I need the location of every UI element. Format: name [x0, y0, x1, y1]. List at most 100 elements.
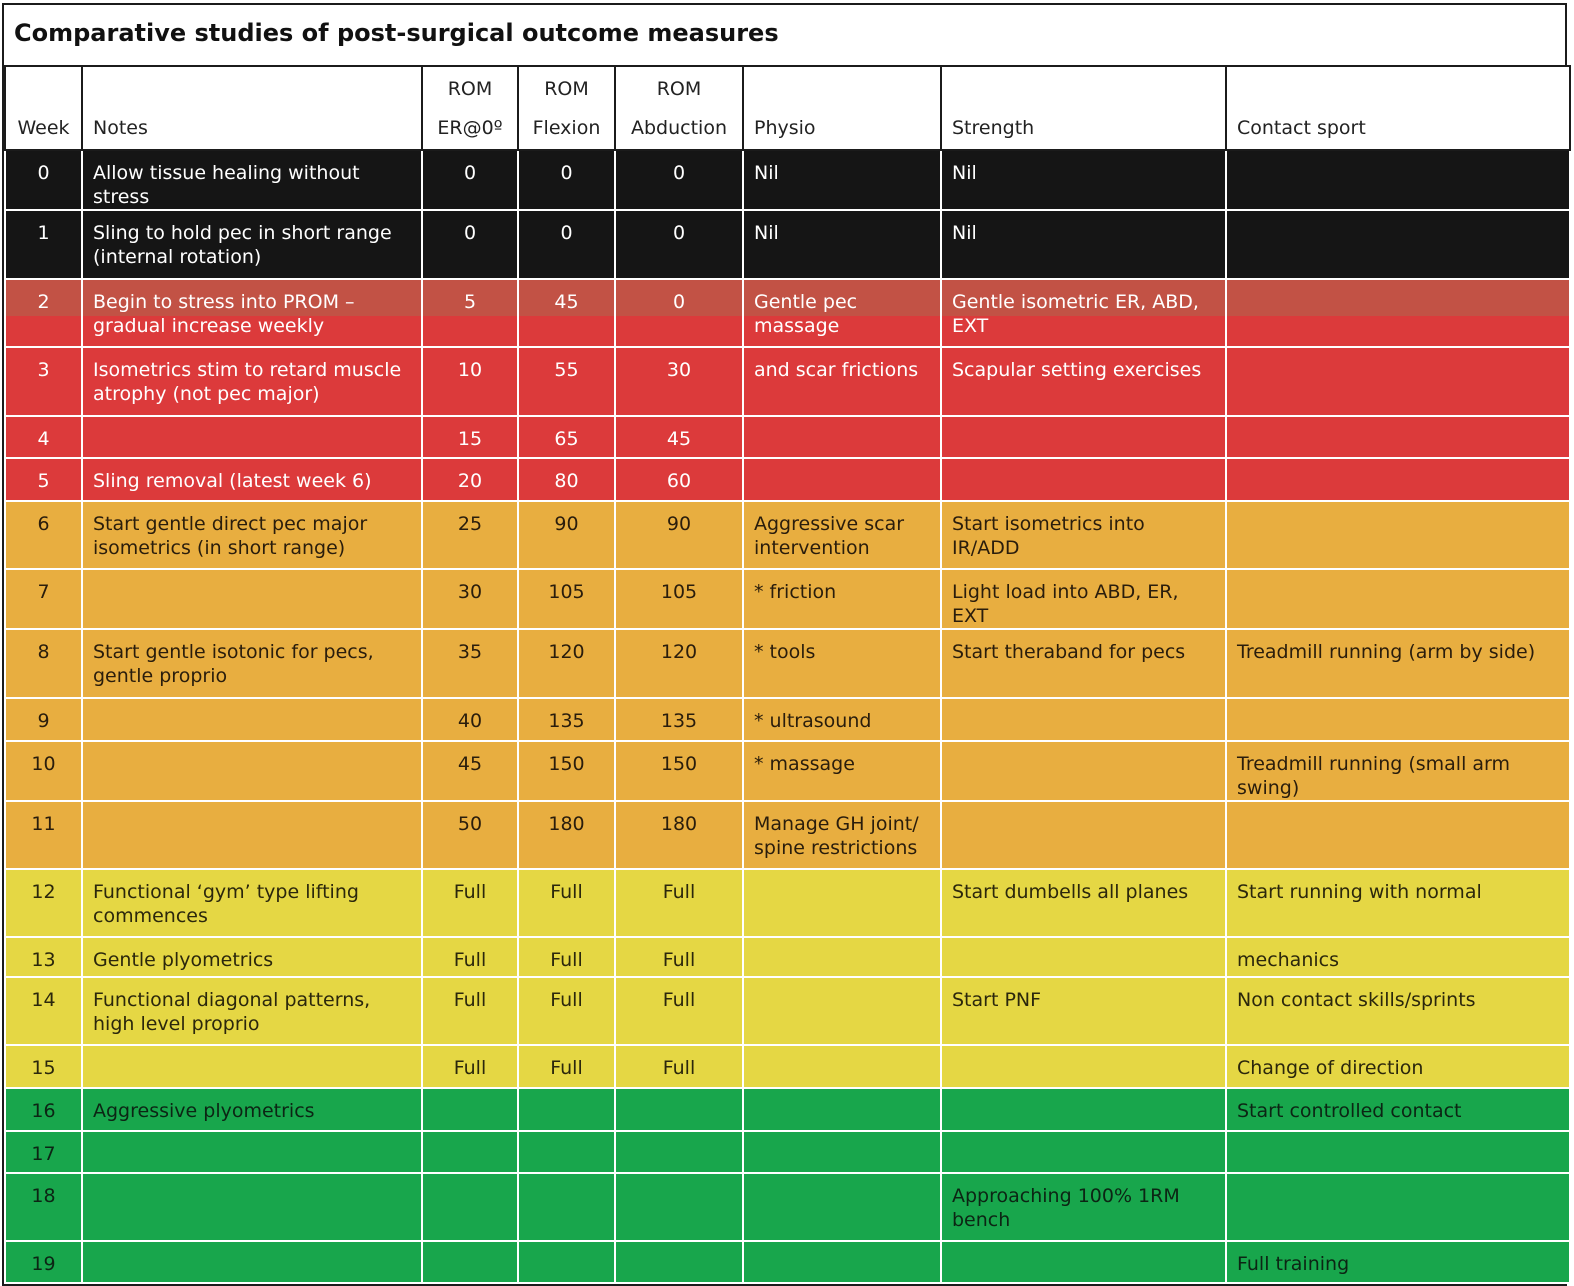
header-cell	[940, 65, 1227, 106]
physio-cell	[742, 1087, 942, 1132]
physio-cell: * friction	[742, 568, 942, 630]
notes-cell	[81, 800, 423, 870]
table-row: 8 Start gentle isotonic for pecs, gentle…	[4, 628, 1571, 699]
week-cell: 19	[4, 1240, 83, 1284]
physio-cell: Gentle pec massage	[742, 278, 942, 348]
er-cell: Full	[421, 868, 519, 938]
table-row: 16 Aggressive plyometrics Start controll…	[4, 1087, 1571, 1132]
flexion-cell: 0	[517, 149, 616, 211]
notes-cell: Gentle plyometrics	[81, 936, 423, 978]
header-cell	[742, 65, 942, 106]
er-cell	[421, 1172, 519, 1242]
notes-cell	[81, 415, 423, 459]
header-abduction: Abduction	[614, 106, 744, 151]
header-contact-sport: Contact sport	[1225, 106, 1571, 151]
week-cell: 13	[4, 936, 83, 978]
header-flexion: Flexion	[517, 106, 616, 151]
table-row: 10 45 150 150 * massage Treadmill runnin…	[4, 740, 1571, 802]
notes-cell: Functional diagonal patterns, high level…	[81, 976, 423, 1046]
table-row: 4 15 65 45	[4, 415, 1571, 459]
strength-cell	[940, 1240, 1227, 1284]
er-cell: 50	[421, 800, 519, 870]
header-row-top: ROM ROM ROM	[4, 65, 1571, 106]
contact-cell: Start controlled contact	[1225, 1087, 1571, 1132]
abduction-cell: 0	[614, 149, 744, 211]
strength-cell: Gentle isometric ER, ABD, EXT	[940, 278, 1227, 348]
protocol-figure: Comparative studies of post-surgical out…	[2, 3, 1571, 1286]
contact-cell	[1225, 697, 1571, 742]
physio-cell: and scar frictions	[742, 346, 942, 417]
flexion-cell: Full	[517, 936, 616, 978]
contact-cell: Change of direction	[1225, 1044, 1571, 1089]
er-cell: 40	[421, 697, 519, 742]
physio-cell	[742, 1044, 942, 1089]
er-cell	[421, 1130, 519, 1174]
strength-cell	[940, 415, 1227, 459]
week-cell: 10	[4, 740, 83, 802]
week-cell: 0	[4, 149, 83, 211]
notes-cell: Isometrics stim to retard muscle atrophy…	[81, 346, 423, 417]
er-cell: 15	[421, 415, 519, 459]
flexion-cell	[517, 1240, 616, 1284]
abduction-cell: 60	[614, 457, 744, 502]
flexion-cell	[517, 1087, 616, 1132]
notes-cell: Begin to stress into PROM – gradual incr…	[81, 278, 423, 348]
rehab-protocol-table: ROM ROM ROM Week Notes ER@0º Flexion Abd…	[4, 65, 1571, 1284]
header-week: Week	[4, 106, 83, 151]
contact-cell	[1225, 457, 1571, 502]
physio-cell: * tools	[742, 628, 942, 699]
strength-cell: Approaching 100% 1RM bench	[940, 1172, 1227, 1242]
flexion-cell: Full	[517, 1044, 616, 1089]
er-cell: 10	[421, 346, 519, 417]
strength-cell	[940, 457, 1227, 502]
abduction-cell: 0	[614, 209, 744, 280]
week-cell: 7	[4, 568, 83, 630]
week-cell: 5	[4, 457, 83, 502]
physio-cell: * massage	[742, 740, 942, 802]
contact-cell	[1225, 1130, 1571, 1174]
physio-cell	[742, 868, 942, 938]
abduction-cell: 135	[614, 697, 744, 742]
contact-cell	[1225, 149, 1571, 211]
contact-cell: Non contact skills/sprints	[1225, 976, 1571, 1046]
er-cell: 30	[421, 568, 519, 630]
week-cell: 18	[4, 1172, 83, 1242]
physio-cell: * ultrasound	[742, 697, 942, 742]
physio-cell	[742, 457, 942, 502]
header-cell-rom: ROM	[421, 65, 519, 106]
week-cell: 14	[4, 976, 83, 1046]
table-title: Comparative studies of post-surgical out…	[2, 3, 1567, 65]
notes-cell: Start gentle direct pec major isometrics…	[81, 500, 423, 570]
flexion-cell: 0	[517, 209, 616, 280]
table-frame: ROM ROM ROM Week Notes ER@0º Flexion Abd…	[2, 65, 1571, 1286]
strength-cell: Start PNF	[940, 976, 1227, 1046]
er-cell: Full	[421, 936, 519, 978]
er-cell: 20	[421, 457, 519, 502]
er-cell: 5	[421, 278, 519, 348]
abduction-cell: Full	[614, 976, 744, 1046]
table-row: 12 Functional ‘gym’ type lifting commenc…	[4, 868, 1571, 938]
physio-cell	[742, 976, 942, 1046]
table-row: 14 Functional diagonal patterns, high le…	[4, 976, 1571, 1046]
abduction-cell: 90	[614, 500, 744, 570]
abduction-cell: Full	[614, 868, 744, 938]
table-row: 11 50 180 180 Manage GH joint/ spine res…	[4, 800, 1571, 870]
table-row: 7 30 105 105 * friction Light load into …	[4, 568, 1571, 630]
notes-cell	[81, 740, 423, 802]
strength-cell: Start dumbells all planes	[940, 868, 1227, 938]
notes-cell: Aggressive plyometrics	[81, 1087, 423, 1132]
physio-cell: Nil	[742, 149, 942, 211]
contact-cell	[1225, 500, 1571, 570]
physio-cell	[742, 1240, 942, 1284]
header-cell	[1225, 65, 1571, 106]
notes-cell: Start gentle isotonic for pecs, gentle p…	[81, 628, 423, 699]
physio-cell: Manage GH joint/ spine restrictions	[742, 800, 942, 870]
week-cell: 9	[4, 697, 83, 742]
physio-cell	[742, 1172, 942, 1242]
contact-cell: Treadmill running (arm by side)	[1225, 628, 1571, 699]
week-cell: 6	[4, 500, 83, 570]
flexion-cell: 80	[517, 457, 616, 502]
table-row: 15 Full Full Full Change of direction	[4, 1044, 1571, 1089]
flexion-cell: 120	[517, 628, 616, 699]
table-row: 6 Start gentle direct pec major isometri…	[4, 500, 1571, 570]
